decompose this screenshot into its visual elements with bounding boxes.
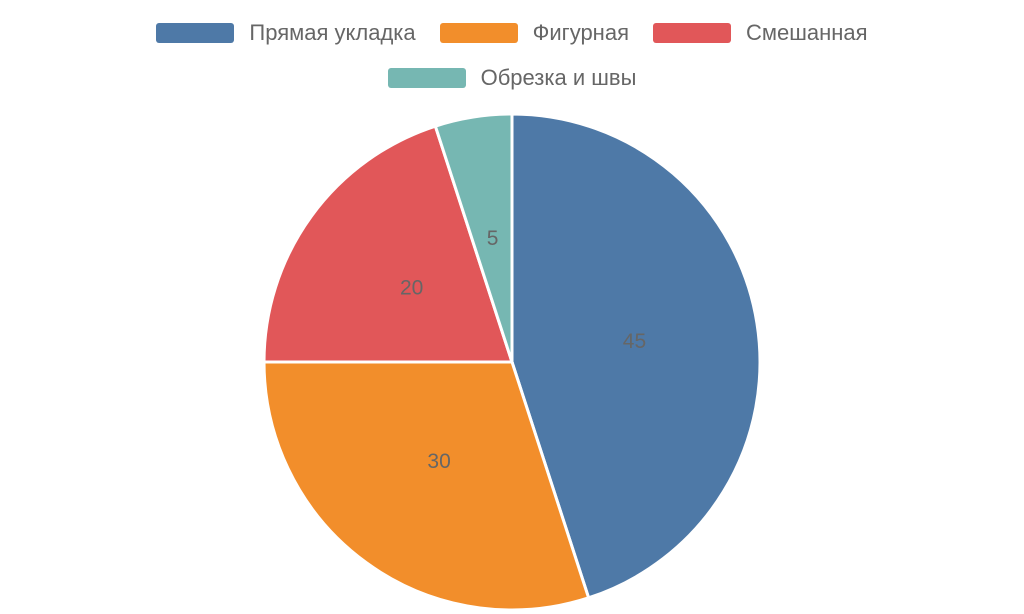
pie-slice [262,360,591,612]
legend-swatch [156,22,235,43]
pie-slice [433,112,514,363]
data-label: 5 [487,227,499,250]
legend-swatch [439,22,518,43]
legend-label: Прямая укладка [249,19,416,45]
legend-item[interactable]: Обрезка и швы [387,61,637,94]
legend-swatch [387,67,466,88]
legend-label: Обрезка и швы [480,64,637,90]
legend-label: Фигурная [532,19,629,45]
pie-slice [510,112,762,600]
legend-item[interactable]: Прямая укладка [156,16,416,49]
legend-swatch [652,22,731,43]
data-label: 45 [623,330,646,353]
pie-slice [262,124,515,364]
data-label: 30 [427,450,450,473]
legend: Прямая укладка Фигурная Смешанная Обрезка и… [112,16,912,94]
legend-item[interactable]: Фигурная [439,16,629,49]
legend-label: Смешанная [745,19,868,45]
legend-item[interactable]: Смешанная [652,16,868,49]
data-label: 20 [400,277,423,300]
